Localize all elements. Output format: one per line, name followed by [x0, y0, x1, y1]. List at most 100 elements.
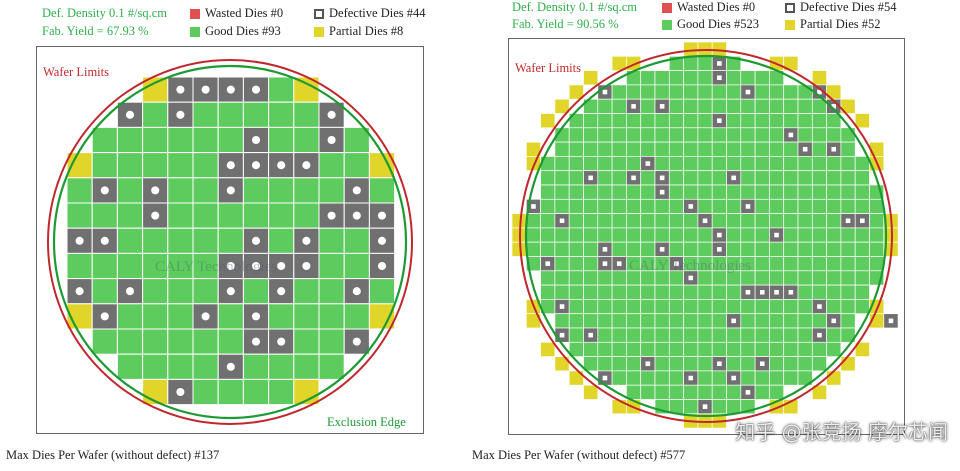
good-die: [611, 313, 627, 329]
good-die: [726, 299, 742, 315]
good-die: [142, 152, 169, 179]
good-die: [783, 241, 799, 257]
good-die: [217, 328, 244, 355]
good-die: [740, 256, 756, 272]
good-die: [91, 202, 118, 229]
good-die: [611, 370, 627, 386]
defect-dot: [151, 186, 160, 195]
good-die: [683, 84, 699, 100]
good-die: [640, 84, 656, 100]
good-die: [583, 198, 599, 214]
good-die: [668, 270, 684, 286]
good-die: [611, 141, 627, 157]
good-die: [769, 270, 785, 286]
good-die: [568, 284, 584, 300]
good-die: [683, 55, 699, 71]
good-die: [192, 328, 219, 355]
good-die: [740, 370, 756, 386]
defect-dot: [831, 318, 837, 324]
good-die: [726, 356, 742, 372]
good-die: [568, 241, 584, 257]
good-die: [697, 313, 713, 329]
good-die: [683, 384, 699, 400]
good-die: [683, 170, 699, 186]
good-die: [242, 177, 270, 204]
good-die: [626, 113, 642, 129]
good-die: [668, 227, 684, 243]
good-die: [711, 98, 727, 114]
good-die: [697, 198, 713, 214]
defect-dot: [531, 204, 536, 209]
defect-dot: [831, 104, 837, 109]
defect-dot: [226, 161, 235, 170]
good-die: [697, 327, 713, 343]
good-die: [268, 202, 295, 229]
good-die: [797, 241, 813, 257]
good-die: [242, 202, 270, 229]
good-die: [611, 284, 627, 300]
good-die: [697, 384, 713, 400]
good-die: [626, 141, 642, 157]
good-die: [754, 327, 770, 343]
good-die: [769, 313, 785, 329]
good-die: [167, 227, 194, 254]
good-die: [697, 98, 713, 114]
good-die: [697, 241, 713, 257]
good-die: [583, 227, 599, 243]
good-die: [740, 113, 756, 129]
legend-partial: Partial Dies #8: [314, 24, 403, 39]
good-die: [293, 353, 320, 380]
good-die: [654, 384, 670, 400]
max-dies-footer: Max Dies Per Wafer (without defect) #577: [472, 448, 686, 462]
defect-dot: [352, 287, 361, 296]
good-die: [726, 213, 742, 229]
good-die: [740, 127, 756, 143]
good-die: [540, 184, 556, 200]
defect-dot: [702, 404, 708, 409]
good-die: [597, 184, 613, 200]
legend-good-label: Good Dies #93: [205, 24, 281, 38]
defect-dot: [559, 218, 565, 224]
good-die: [826, 284, 842, 300]
good-die: [654, 284, 670, 300]
good-die: [754, 384, 770, 400]
good-die: [611, 98, 627, 114]
good-die: [640, 141, 656, 157]
defect-dot: [302, 261, 311, 271]
good-die: [711, 341, 727, 357]
defect-dot: [75, 236, 84, 245]
good-die: [293, 202, 320, 229]
good-die: [654, 370, 670, 386]
defect-dot: [100, 186, 109, 195]
good-die: [668, 356, 684, 372]
good-die: [811, 341, 827, 357]
good-die: [797, 270, 813, 286]
good-die: [668, 156, 684, 172]
good-die: [754, 198, 770, 214]
good-die: [142, 278, 169, 305]
good-die: [769, 299, 785, 315]
good-die: [811, 113, 827, 129]
good-die: [654, 327, 670, 343]
defect-dot: [717, 118, 722, 123]
good-die: [711, 198, 727, 214]
good-die: [654, 113, 670, 129]
good-die: [797, 284, 813, 300]
good-die: [66, 252, 93, 280]
good-die: [540, 284, 556, 300]
partial-die: [583, 70, 599, 86]
good-die: [654, 227, 670, 243]
defect-dot: [717, 247, 722, 252]
good-die: [597, 227, 613, 243]
good-die: [640, 198, 656, 214]
defect-dot: [759, 361, 765, 367]
good-die: [754, 313, 770, 329]
good-swatch: [662, 19, 672, 30]
good-die: [116, 177, 144, 204]
good-die: [611, 327, 627, 343]
good-die: [754, 141, 770, 157]
good-die: [697, 270, 713, 286]
good-die: [192, 101, 219, 128]
good-die: [318, 303, 345, 330]
good-die: [368, 278, 396, 305]
